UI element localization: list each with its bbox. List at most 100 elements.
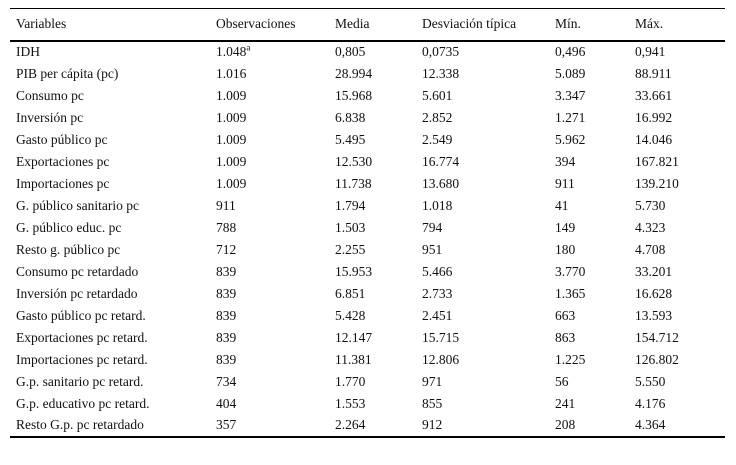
cell-variable: Inversión pc retardado <box>16 285 138 301</box>
table-header: Variables Observaciones Media Desviación… <box>10 8 725 42</box>
cell-min: 663 <box>555 307 576 323</box>
cell-media: 12.530 <box>335 153 373 169</box>
cell-media: 0,805 <box>335 44 366 59</box>
cell-variable: G. público sanitario pc <box>16 197 139 213</box>
cell-desviacion-tipica: 12.338 <box>422 65 460 81</box>
cell-observaciones: 1.009 <box>216 175 247 191</box>
table-row: Inversión pc retardado 839 6.851 2.733 1.365… <box>10 283 725 305</box>
cell-media: 11.738 <box>335 175 372 191</box>
cell-min: 5.962 <box>555 131 586 147</box>
cell-observaciones: 1.009 <box>216 153 247 169</box>
cell-desviacion-tipica: 5.466 <box>422 263 453 279</box>
cell-max: 88.911 <box>635 65 672 81</box>
cell-observaciones: 839 <box>216 307 237 323</box>
column-header-min: Mín. <box>555 8 635 42</box>
cell-media: 6.838 <box>335 109 366 125</box>
table-row: Importaciones pc 1.009 11.738 13.680 911 139.… <box>10 173 725 195</box>
cell-desviacion-tipica: 2.852 <box>422 109 453 125</box>
cell-desviacion-tipica: 0,0735 <box>422 44 460 59</box>
cell-observaciones: 1.009 <box>216 109 247 125</box>
cell-max: 5.550 <box>635 373 666 389</box>
cell-min: 1.225 <box>555 351 586 367</box>
table-row: Gasto público pc retard. 839 5.428 2.451 663… <box>10 305 725 327</box>
cell-desviacion-tipica: 15.715 <box>422 329 460 345</box>
cell-max: 5.730 <box>635 197 666 213</box>
cell-variable: IDH <box>16 44 40 59</box>
cell-media: 15.968 <box>335 87 373 103</box>
cell-desviacion-tipica: 855 <box>422 395 443 411</box>
cell-media: 1.794 <box>335 197 366 213</box>
cell-variable: G. público educ. pc <box>16 219 122 235</box>
table-row: G.p. educativo pc retard. 404 1.553 855 241 4… <box>10 393 725 415</box>
header-row: Variables Observaciones Media Desviación… <box>10 8 725 42</box>
table-row: Consumo pc retardado 839 15.953 5.466 3.770 3… <box>10 261 725 283</box>
cell-min: 208 <box>555 417 576 432</box>
table-body: IDH 1.048a 0,805 0,0735 0,496 0,941 PIB per cá… <box>10 41 725 437</box>
cell-max: 33.201 <box>635 263 673 279</box>
cell-variable: G.p. sanitario pc retard. <box>16 373 144 389</box>
cell-desviacion-tipica: 951 <box>422 241 443 257</box>
cell-max: 33.661 <box>635 87 673 103</box>
cell-observaciones: 1.009 <box>216 131 247 147</box>
cell-media: 12.147 <box>335 329 373 345</box>
cell-desviacion-tipica: 16.774 <box>422 153 460 169</box>
footnote-marker: a <box>246 42 251 53</box>
cell-min: 3.770 <box>555 263 586 279</box>
cell-observaciones: 1.016 <box>216 65 247 81</box>
cell-desviacion-tipica: 971 <box>422 373 443 389</box>
cell-observaciones: 712 <box>216 241 237 257</box>
cell-desviacion-tipica: 794 <box>422 219 443 235</box>
cell-desviacion-tipica: 12.806 <box>422 351 460 367</box>
cell-observaciones: 788 <box>216 219 237 235</box>
cell-observaciones: 1.048a <box>216 42 251 59</box>
cell-min: 41 <box>555 197 569 213</box>
cell-variable: Exportaciones pc <box>16 153 110 169</box>
cell-desviacion-tipica: 912 <box>422 417 443 432</box>
column-header-max: Máx. <box>635 8 725 42</box>
cell-variable: Resto g. público pc <box>16 241 121 257</box>
cell-min: 241 <box>555 395 576 411</box>
cell-media: 1.503 <box>335 219 366 235</box>
table-row: Resto G.p. pc retardado 357 2.264 912 208 4.3… <box>10 415 725 437</box>
cell-desviacion-tipica: 2.549 <box>422 131 453 147</box>
cell-observaciones: 404 <box>216 395 237 411</box>
table-row: Consumo pc 1.009 15.968 5.601 3.347 33.661 <box>10 85 725 107</box>
cell-max: 0,941 <box>635 44 666 59</box>
cell-desviacion-tipica: 1.018 <box>422 197 453 213</box>
cell-media: 15.953 <box>335 263 373 279</box>
cell-observaciones: 911 <box>216 197 236 213</box>
cell-media: 5.495 <box>335 131 366 147</box>
table-row: Gasto público pc 1.009 5.495 2.549 5.962 14.0… <box>10 129 725 151</box>
cell-observaciones: 357 <box>216 417 237 432</box>
cell-desviacion-tipica: 13.680 <box>422 175 460 191</box>
table-row: Resto g. público pc 712 2.255 951 180 4.708 <box>10 239 725 261</box>
table-row: IDH 1.048a 0,805 0,0735 0,496 0,941 <box>10 41 725 63</box>
cell-desviacion-tipica: 2.733 <box>422 285 453 301</box>
cell-min: 56 <box>555 373 569 389</box>
cell-min: 1.271 <box>555 109 586 125</box>
column-header-media: Media <box>335 8 422 42</box>
cell-max: 126.802 <box>635 351 679 367</box>
cell-min: 394 <box>555 153 576 169</box>
cell-max: 4.708 <box>635 241 666 257</box>
table-row: Exportaciones pc 1.009 12.530 16.774 394 167.… <box>10 151 725 173</box>
cell-variable: PIB per cápita (pc) <box>16 65 119 81</box>
cell-media: 2.264 <box>335 417 366 432</box>
cell-min: 863 <box>555 329 576 345</box>
cell-max: 13.593 <box>635 307 673 323</box>
cell-variable: Exportaciones pc retard. <box>16 329 148 345</box>
cell-min: 1.365 <box>555 285 586 301</box>
cell-max: 16.992 <box>635 109 673 125</box>
cell-min: 911 <box>555 175 575 191</box>
cell-min: 149 <box>555 219 576 235</box>
cell-media: 28.994 <box>335 65 373 81</box>
cell-min: 0,496 <box>555 44 586 59</box>
cell-max: 4.176 <box>635 395 666 411</box>
cell-max: 4.323 <box>635 219 666 235</box>
cell-variable: G.p. educativo pc retard. <box>16 395 150 411</box>
cell-media: 1.770 <box>335 373 366 389</box>
cell-observaciones: 839 <box>216 263 237 279</box>
column-header-desviacion-tipica: Desviación típica <box>422 8 555 42</box>
cell-max: 154.712 <box>635 329 679 345</box>
cell-media: 6.851 <box>335 285 366 301</box>
